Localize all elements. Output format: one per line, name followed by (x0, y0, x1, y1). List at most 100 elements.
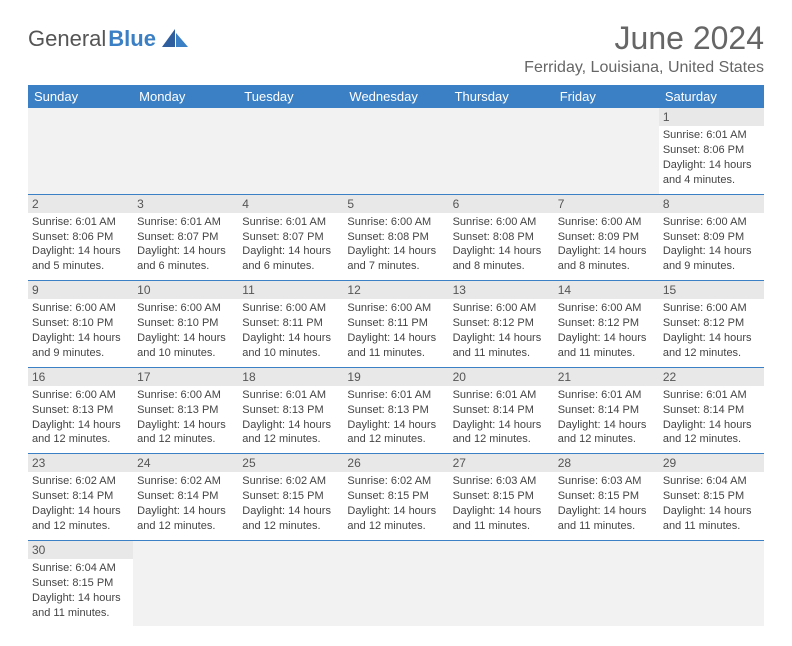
daylight-text: Daylight: 14 hours (32, 504, 129, 519)
day-header-wed: Wednesday (343, 85, 448, 108)
daylight-text: Daylight: 14 hours (32, 331, 129, 346)
calendar-cell: 13Sunrise: 6:00 AMSunset: 8:12 PMDayligh… (449, 281, 554, 368)
sunset-text: Sunset: 8:12 PM (558, 316, 655, 331)
day-number: 13 (449, 281, 554, 299)
sunrise-text: Sunrise: 6:01 AM (32, 215, 129, 230)
calendar-cell (28, 108, 133, 194)
sunset-text: Sunset: 8:14 PM (558, 403, 655, 418)
calendar-cell: 4Sunrise: 6:01 AMSunset: 8:07 PMDaylight… (238, 194, 343, 281)
sunrise-text: Sunrise: 6:00 AM (663, 301, 760, 316)
brand-logo: GeneralBlue (28, 26, 188, 52)
calendar-cell (449, 540, 554, 626)
day-number: 8 (659, 195, 764, 213)
sunrise-text: Sunrise: 6:00 AM (137, 301, 234, 316)
daylight-text: and 12 minutes. (558, 432, 655, 447)
daylight-text: and 12 minutes. (242, 519, 339, 534)
daylight-text: Daylight: 14 hours (558, 504, 655, 519)
daylight-text: and 9 minutes. (663, 259, 760, 274)
daylight-text: Daylight: 14 hours (453, 504, 550, 519)
daylight-text: Daylight: 14 hours (453, 418, 550, 433)
calendar-cell: 15Sunrise: 6:00 AMSunset: 8:12 PMDayligh… (659, 281, 764, 368)
day-number: 2 (28, 195, 133, 213)
calendar-cell: 18Sunrise: 6:01 AMSunset: 8:13 PMDayligh… (238, 367, 343, 454)
calendar-cell: 28Sunrise: 6:03 AMSunset: 8:15 PMDayligh… (554, 454, 659, 541)
calendar-cell: 12Sunrise: 6:00 AMSunset: 8:11 PMDayligh… (343, 281, 448, 368)
month-title: June 2024 (524, 20, 764, 57)
calendar-cell: 9Sunrise: 6:00 AMSunset: 8:10 PMDaylight… (28, 281, 133, 368)
sunset-text: Sunset: 8:11 PM (347, 316, 444, 331)
brand-name-part2: Blue (108, 26, 156, 52)
calendar-cell (343, 108, 448, 194)
calendar-cell: 30Sunrise: 6:04 AMSunset: 8:15 PMDayligh… (28, 540, 133, 626)
daylight-text: Daylight: 14 hours (347, 504, 444, 519)
calendar-cell (659, 540, 764, 626)
daylight-text: Daylight: 14 hours (663, 504, 760, 519)
daylight-text: Daylight: 14 hours (242, 331, 339, 346)
daylight-text: and 11 minutes. (453, 519, 550, 534)
sunset-text: Sunset: 8:13 PM (347, 403, 444, 418)
daylight-text: and 12 minutes. (347, 519, 444, 534)
day-header-mon: Monday (133, 85, 238, 108)
calendar-cell: 21Sunrise: 6:01 AMSunset: 8:14 PMDayligh… (554, 367, 659, 454)
sunset-text: Sunset: 8:08 PM (347, 230, 444, 245)
daylight-text: Daylight: 14 hours (32, 244, 129, 259)
calendar-cell: 14Sunrise: 6:00 AMSunset: 8:12 PMDayligh… (554, 281, 659, 368)
day-number: 29 (659, 454, 764, 472)
calendar-cell (449, 108, 554, 194)
sunrise-text: Sunrise: 6:00 AM (347, 215, 444, 230)
day-number: 5 (343, 195, 448, 213)
sunrise-text: Sunrise: 6:02 AM (347, 474, 444, 489)
sunset-text: Sunset: 8:08 PM (453, 230, 550, 245)
day-number: 4 (238, 195, 343, 213)
sunset-text: Sunset: 8:15 PM (242, 489, 339, 504)
sunrise-text: Sunrise: 6:00 AM (558, 301, 655, 316)
daylight-text: and 9 minutes. (32, 346, 129, 361)
calendar-cell: 11Sunrise: 6:00 AMSunset: 8:11 PMDayligh… (238, 281, 343, 368)
day-number: 11 (238, 281, 343, 299)
daylight-text: Daylight: 14 hours (32, 591, 129, 606)
day-number: 24 (133, 454, 238, 472)
day-number: 9 (28, 281, 133, 299)
day-header-sun: Sunday (28, 85, 133, 108)
sunrise-text: Sunrise: 6:00 AM (453, 215, 550, 230)
daylight-text: and 11 minutes. (347, 346, 444, 361)
day-number: 3 (133, 195, 238, 213)
sunrise-text: Sunrise: 6:02 AM (242, 474, 339, 489)
calendar-cell (343, 540, 448, 626)
sunset-text: Sunset: 8:13 PM (242, 403, 339, 418)
daylight-text: Daylight: 14 hours (137, 504, 234, 519)
calendar-cell: 6Sunrise: 6:00 AMSunset: 8:08 PMDaylight… (449, 194, 554, 281)
daylight-text: and 12 minutes. (137, 519, 234, 534)
calendar-body: 1Sunrise: 6:01 AMSunset: 8:06 PMDaylight… (28, 108, 764, 626)
sunset-text: Sunset: 8:10 PM (137, 316, 234, 331)
sunrise-text: Sunrise: 6:01 AM (663, 128, 760, 143)
day-header-fri: Friday (554, 85, 659, 108)
sunrise-text: Sunrise: 6:00 AM (137, 388, 234, 403)
calendar-cell: 5Sunrise: 6:00 AMSunset: 8:08 PMDaylight… (343, 194, 448, 281)
calendar-cell: 8Sunrise: 6:00 AMSunset: 8:09 PMDaylight… (659, 194, 764, 281)
sunrise-text: Sunrise: 6:01 AM (347, 388, 444, 403)
sunrise-text: Sunrise: 6:01 AM (453, 388, 550, 403)
day-number: 18 (238, 368, 343, 386)
calendar-cell: 3Sunrise: 6:01 AMSunset: 8:07 PMDaylight… (133, 194, 238, 281)
daylight-text: Daylight: 14 hours (663, 331, 760, 346)
sunrise-text: Sunrise: 6:01 AM (663, 388, 760, 403)
sunrise-text: Sunrise: 6:04 AM (32, 561, 129, 576)
sunset-text: Sunset: 8:15 PM (347, 489, 444, 504)
day-header-row: Sunday Monday Tuesday Wednesday Thursday… (28, 85, 764, 108)
calendar-cell: 16Sunrise: 6:00 AMSunset: 8:13 PMDayligh… (28, 367, 133, 454)
calendar-week: 30Sunrise: 6:04 AMSunset: 8:15 PMDayligh… (28, 540, 764, 626)
daylight-text: and 11 minutes. (558, 346, 655, 361)
daylight-text: Daylight: 14 hours (137, 244, 234, 259)
sunset-text: Sunset: 8:07 PM (137, 230, 234, 245)
daylight-text: Daylight: 14 hours (32, 418, 129, 433)
brand-name-part1: General (28, 26, 106, 52)
day-header-tue: Tuesday (238, 85, 343, 108)
daylight-text: and 11 minutes. (663, 519, 760, 534)
daylight-text: Daylight: 14 hours (242, 418, 339, 433)
daylight-text: Daylight: 14 hours (137, 331, 234, 346)
day-number: 1 (659, 108, 764, 126)
sunset-text: Sunset: 8:12 PM (453, 316, 550, 331)
daylight-text: and 12 minutes. (242, 432, 339, 447)
day-number: 14 (554, 281, 659, 299)
